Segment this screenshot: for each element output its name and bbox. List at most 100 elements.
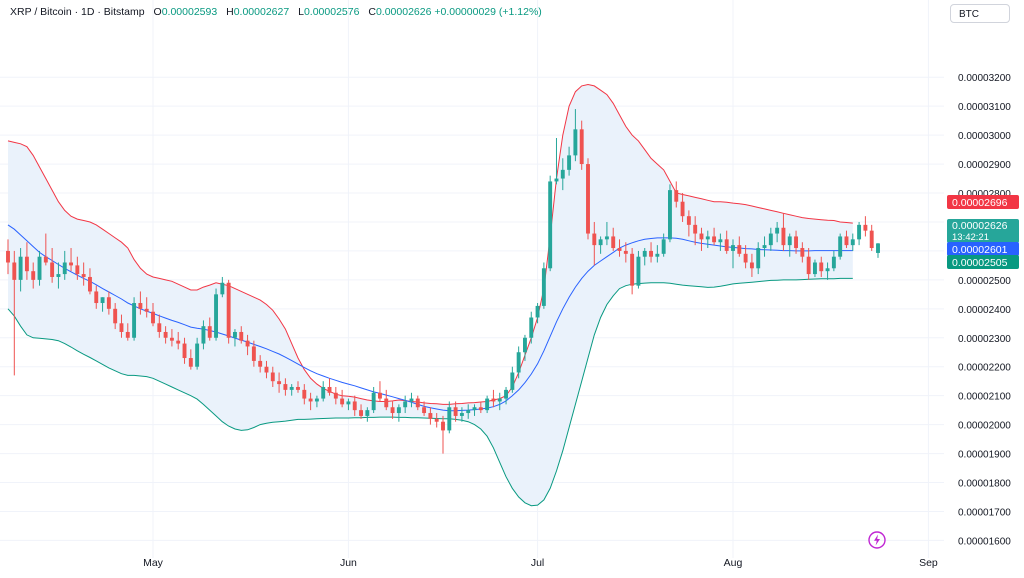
candle <box>787 233 792 257</box>
candle <box>226 279 231 344</box>
candle <box>378 381 382 402</box>
candle-body <box>598 239 603 246</box>
candle <box>806 248 811 280</box>
candle-body <box>352 401 357 411</box>
symbol-title[interactable]: XRP / Bitcoin · 1D · Bitstamp <box>10 6 145 18</box>
candle-body <box>472 407 477 411</box>
candle <box>718 233 723 251</box>
candle <box>314 395 319 408</box>
candle-body <box>138 303 143 309</box>
x-tick-label: Jun <box>340 557 357 569</box>
candle-body <box>630 253 635 286</box>
candle <box>668 184 672 243</box>
candle-body <box>674 190 679 202</box>
candle <box>554 138 559 185</box>
candle <box>321 381 326 402</box>
y-tick-label: 0.00001900 <box>958 450 1011 461</box>
candle-body <box>409 398 414 402</box>
candle-body <box>88 276 92 292</box>
candle-body <box>466 410 471 414</box>
candle <box>453 401 458 422</box>
candle-body <box>220 282 225 295</box>
candle-body <box>264 366 269 373</box>
candle <box>415 395 420 411</box>
candle-body <box>359 410 363 416</box>
candle-body <box>422 407 427 414</box>
candle-body <box>560 169 565 179</box>
candle-body <box>604 236 609 240</box>
y-tick-label: 0.00003000 <box>958 131 1011 142</box>
candle <box>586 158 590 240</box>
y-tick-label: 0.00002300 <box>958 334 1011 345</box>
candle <box>94 285 99 309</box>
candle <box>88 268 92 295</box>
candle <box>289 384 294 396</box>
candle <box>69 248 73 272</box>
x-tick-label: Sep <box>919 557 938 569</box>
close-price-badge: 0.00002626 <box>952 220 1008 232</box>
candle-body <box>535 305 540 318</box>
candle-body <box>655 253 660 257</box>
candle-body <box>119 323 124 332</box>
candle-body <box>283 384 288 390</box>
candle-body <box>125 331 130 338</box>
candle-body <box>504 389 508 399</box>
candle-body <box>800 248 805 257</box>
candle-body <box>245 340 250 347</box>
candle-body <box>661 239 666 254</box>
candle <box>813 259 817 277</box>
candle-body <box>371 392 376 411</box>
candle <box>541 262 546 309</box>
basis-badge-bg <box>947 242 1019 256</box>
candle <box>403 395 408 414</box>
candle-body <box>100 297 105 304</box>
candle <box>81 262 86 286</box>
candle <box>125 323 130 341</box>
candle-body <box>794 236 798 249</box>
candle-body <box>857 224 862 240</box>
candle-body <box>157 323 162 332</box>
tradingview-bolt-icon[interactable] <box>868 531 886 549</box>
candle-body <box>195 343 200 367</box>
candle-body <box>378 392 382 399</box>
candle-body <box>478 407 483 411</box>
candle-body <box>56 274 61 277</box>
lower-band-badge-bg <box>947 255 1019 269</box>
candle <box>283 378 288 396</box>
candle <box>333 386 338 405</box>
candle <box>686 210 691 237</box>
candle <box>504 386 508 405</box>
candle <box>43 233 48 266</box>
y-tick-label: 0.00003200 <box>958 73 1011 84</box>
candle <box>794 230 798 254</box>
candle-body <box>321 386 326 399</box>
candle-body <box>642 250 647 257</box>
candle-body <box>548 181 553 269</box>
candle-body <box>567 155 572 170</box>
candle-body <box>592 233 597 246</box>
candle <box>144 297 149 318</box>
y-tick-label: 0.00002900 <box>958 160 1011 171</box>
candle-body <box>327 386 332 393</box>
x-tick-label: Aug <box>724 557 743 569</box>
candle <box>661 233 666 257</box>
y-tick-label: 0.00002000 <box>958 421 1011 432</box>
candle <box>485 395 490 414</box>
candle-body <box>365 410 370 416</box>
candle-body <box>718 239 723 243</box>
candle <box>472 404 477 416</box>
close-value: 0.00002626 <box>375 6 432 18</box>
currency-selector-button[interactable]: BTC <box>950 4 1010 23</box>
candle <box>510 366 515 393</box>
candle-body <box>6 250 10 263</box>
candle <box>737 236 742 257</box>
upper-band-badge-bg <box>947 195 1019 209</box>
chart-legend: XRP / Bitcoin · 1D · Bitstamp O0.0000259… <box>10 6 542 18</box>
candle-body <box>270 372 275 382</box>
candle-body <box>781 227 786 246</box>
candle-body <box>806 256 811 275</box>
candle <box>201 320 206 350</box>
candle-body <box>497 398 502 402</box>
candle <box>163 326 168 344</box>
